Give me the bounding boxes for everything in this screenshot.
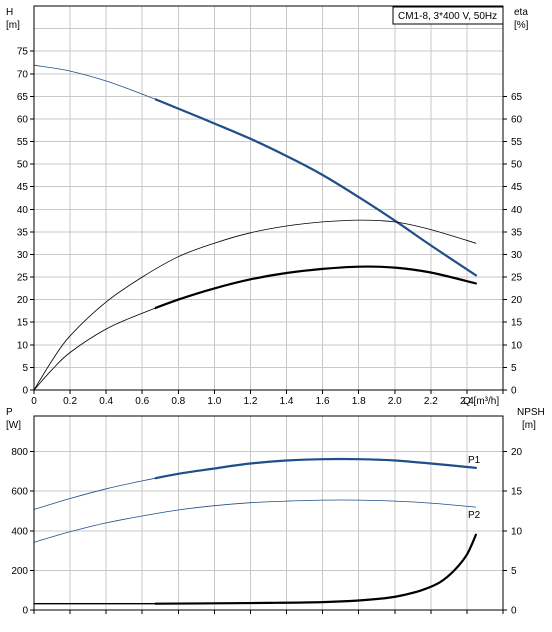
x-tick-label: 1.6 [316,396,330,407]
y-left-unit-bottom: [m] [6,20,20,31]
y-right-tick-label: 65 [511,92,523,103]
y-right-tick-label: 0 [511,606,517,617]
x-tick-label: 0.2 [63,396,77,407]
x-tick-label: 2.0 [388,396,402,407]
x-tick-label: 1.0 [207,396,221,407]
y-left-tick-label: 60 [17,114,29,125]
x-tick-label: 2.2 [424,396,438,407]
x-tick-label: 0 [31,396,37,407]
series-line-operating-range [154,97,477,277]
legend-text: CM1-8, 3*400 V, 50Hz [398,11,497,22]
series-0-1 [33,219,477,391]
plot-frame [33,5,504,391]
y-left-tick-label: 30 [17,250,29,261]
series-line [33,499,477,543]
y-left-tick-label: 200 [11,566,28,577]
y-right-tick-label: 30 [511,250,523,261]
y-right-tick-label: 25 [511,273,523,284]
y-right-tick-label: 10 [511,526,523,537]
series-label: P2 [468,510,481,521]
y-right-unit-top: eta [514,7,528,18]
series-line-operating-range [154,457,477,480]
y-left-tick-label: 5 [22,363,28,374]
y-right-tick-label: 10 [511,340,523,351]
y-right-unit-bottom: [%] [514,20,529,31]
y-right-tick-label: 20 [511,295,523,306]
y-right-tick-label: 35 [511,227,523,238]
y-right-unit-bottom: [m] [522,420,536,431]
y-left-tick-label: 45 [17,182,29,193]
x-tick-label: 0.8 [171,396,185,407]
x-axis-label: Q [m³/h] [463,396,499,407]
x-tick-label: 2.4 [460,396,474,407]
y-right-tick-label: 15 [511,318,523,329]
y-left-tick-label: 55 [17,137,29,148]
y-left-tick-label: 35 [17,227,29,238]
series-p2: P2 [33,499,481,543]
series-label: P1 [468,455,481,466]
series-0-0 [33,64,477,277]
power-npsh-panel: P1 P2 0 200 400 600 800 0 5 10 15 20 P [W] NPSH [m… [6,407,545,617]
y-left-tick-label: 0 [22,606,28,617]
y-left-tick-label: 0 [22,386,28,397]
y-left-tick-label: 20 [17,295,29,306]
y-right-tick-label: 15 [511,487,523,498]
y-right-tick-label: 60 [511,114,523,125]
y-left-unit-top: H [6,7,13,18]
x-tick-label: 0.4 [99,396,113,407]
x-tick-label: 1.2 [244,396,258,407]
series-line [33,219,477,391]
y-left-tick-label: 25 [17,273,29,284]
y-left-tick-label: 50 [17,160,29,171]
y-right-tick-label: 20 [511,447,523,458]
series-p1: P1 [33,455,481,510]
y-left-tick-label: 40 [17,205,29,216]
y-right-tick-label: 0 [511,386,517,397]
y-left-tick-label: 10 [17,340,29,351]
y-left-tick-label: 15 [17,318,29,329]
y-left-tick-label: 75 [17,47,29,58]
y-left-tick-label: 65 [17,92,29,103]
plot-frame [33,415,504,611]
y-left-tick-label: 70 [17,69,29,80]
x-tick-label: 0.6 [135,396,149,407]
y-right-tick-label: 5 [511,566,517,577]
series-0-2 [33,265,477,391]
y-right-tick-label: 45 [511,182,523,193]
legend-box [392,6,504,25]
y-right-tick-label: 55 [511,137,523,148]
y-right-tick-label: 40 [511,205,523,216]
y-left-tick-label: 400 [11,526,28,537]
series-1-2 [33,533,477,605]
y-left-unit-top: P [6,407,13,418]
y-left-unit-bottom: [W] [6,420,21,431]
y-right-tick-label: 5 [511,363,517,374]
series-line-operating-range [154,265,477,310]
x-tick-label: 1.4 [280,396,294,407]
y-right-unit-top: NPSH [517,407,545,418]
head-efficiency-panel: 0 5 10 15 20 25 30 35 40 45 50 55 60 65 70 75 0 5 10 15 20 25… [6,5,529,407]
x-tick-label: 1.8 [352,396,366,407]
y-left-tick-label: 600 [11,487,28,498]
y-left-tick-label: 800 [11,447,28,458]
y-right-tick-label: 50 [511,160,523,171]
series-line-operating-range [154,533,477,605]
